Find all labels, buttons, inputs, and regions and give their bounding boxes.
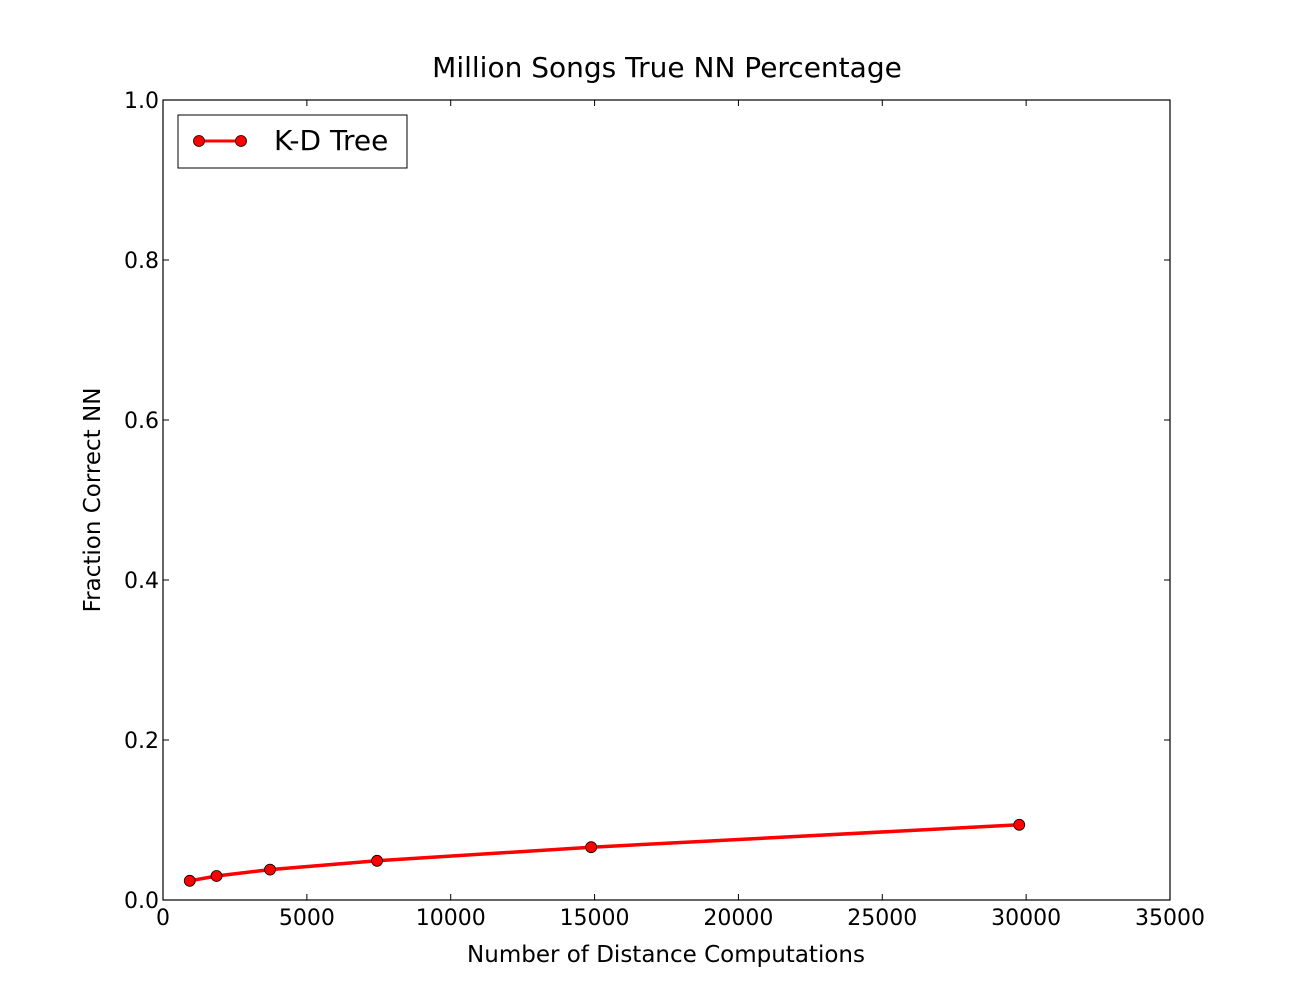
x-axis-ticks: 0 5000 10000 15000 20000 25000 30000 35000 [156, 100, 1205, 931]
x-tick-label: 30000 [991, 906, 1061, 931]
x-tick-label: 35000 [1135, 906, 1205, 931]
x-tick-label: 25000 [847, 906, 917, 931]
x-tick-label: 5000 [279, 906, 335, 931]
x-tick-label: 0 [156, 906, 170, 931]
data-point-k-d-tree [210, 870, 223, 882]
plot-frame [162, 99, 1171, 901]
y-tick-label: 1.0 [124, 89, 159, 114]
x-tick-label: 15000 [560, 906, 630, 931]
legend: K-D Tree [177, 114, 408, 169]
data-point-k-d-tree [183, 874, 196, 887]
legend-label-k-d-tree: K-D Tree [274, 124, 388, 157]
y-tick-label: 0.6 [124, 409, 159, 434]
data-point-k-d-tree [264, 863, 276, 876]
y-tick-label: 0.2 [124, 729, 159, 754]
y-axis-title: Fraction Correct NN [80, 388, 106, 613]
data-point-k-d-tree [1013, 818, 1026, 831]
y-tick-label: 0.0 [124, 889, 159, 914]
y-tick-label: 0.8 [124, 249, 159, 274]
y-tick-label: 0.4 [124, 569, 159, 594]
legend-marker-k-d-tree [193, 135, 205, 147]
y-axis-ticks: 0.0 0.2 0.4 0.6 0.8 1.0 [124, 89, 1170, 914]
chart-title: Million Songs True NN Percentage [432, 51, 902, 84]
x-tick-label: 10000 [416, 906, 486, 931]
plot-series [183, 818, 1026, 887]
x-axis-title: Number of Distance Computations [467, 942, 865, 968]
data-point-k-d-tree [585, 841, 598, 854]
legend-marker-k-d-tree [235, 135, 247, 147]
x-tick-label: 20000 [703, 906, 773, 931]
data-point-k-d-tree [371, 854, 383, 867]
